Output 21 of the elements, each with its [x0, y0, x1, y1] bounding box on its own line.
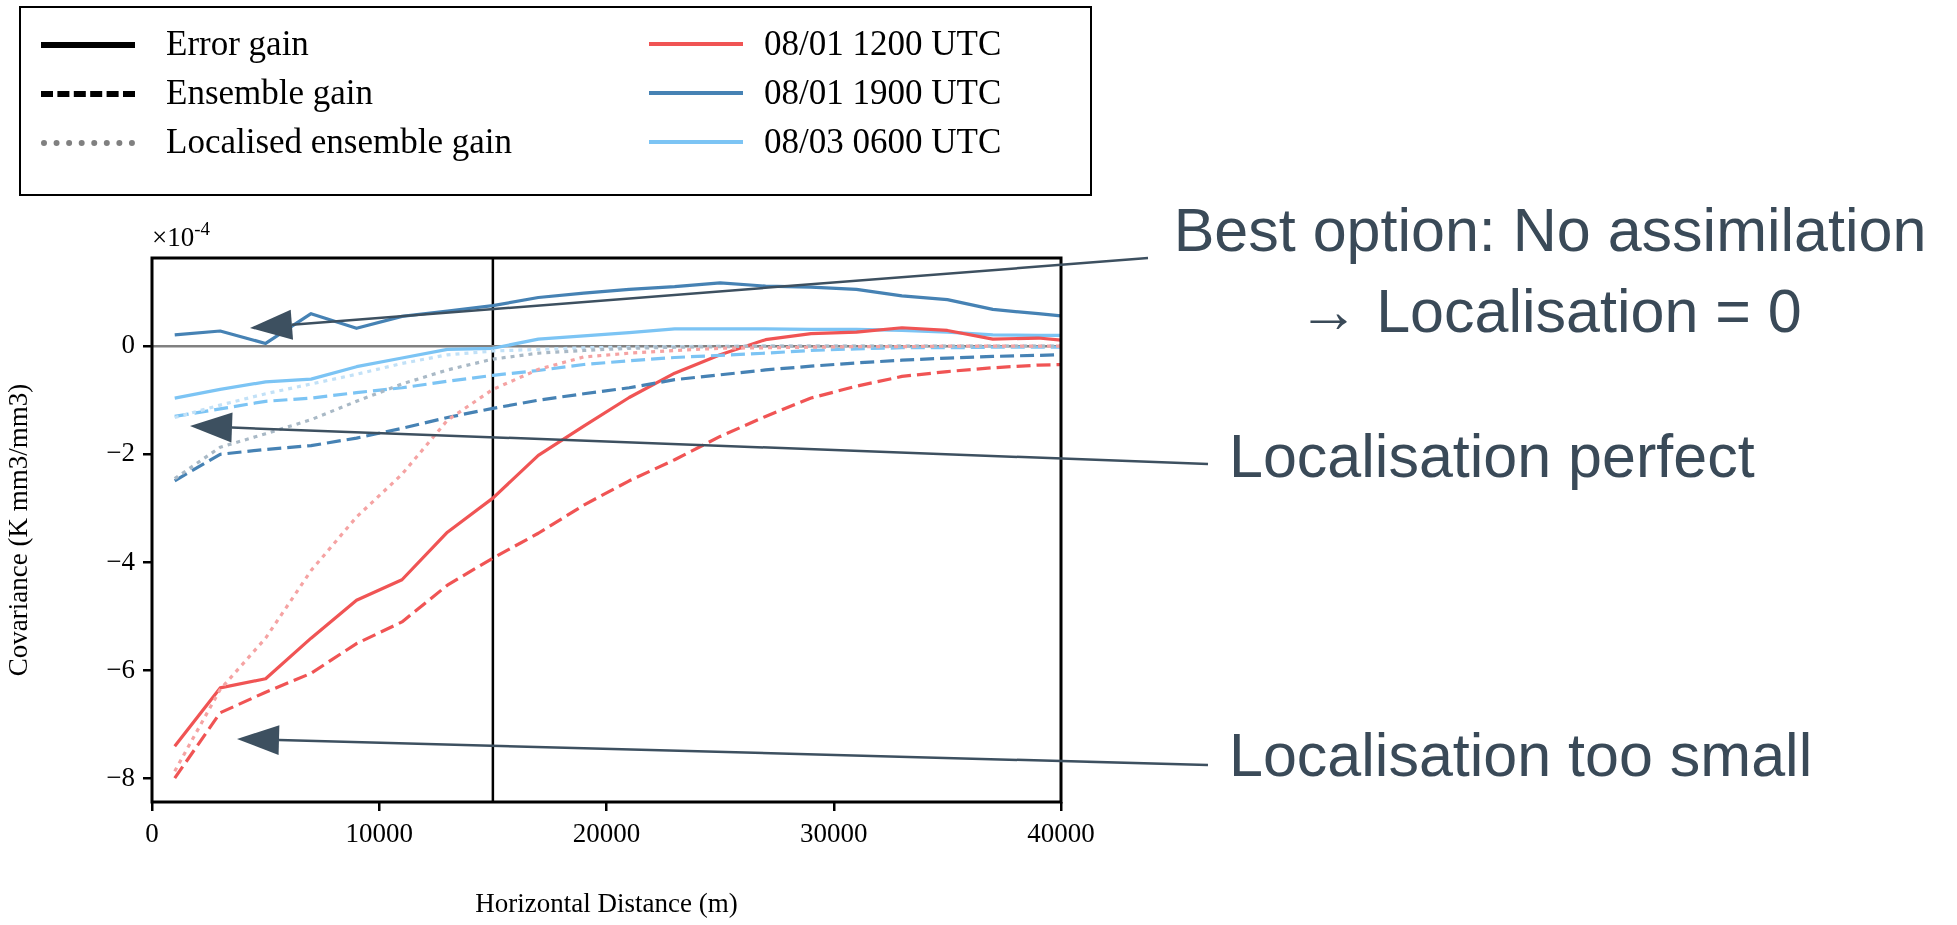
- y-axis-title: Covariance (K mm3/mm3): [3, 383, 34, 677]
- text: Localisation too small: [1229, 721, 1813, 789]
- text: Ensemble gain: [166, 72, 374, 114]
- y-tick-label: −8: [106, 761, 135, 792]
- x-tick-label: 40000: [1027, 818, 1095, 849]
- text: Error gain: [166, 23, 309, 65]
- legend-label: 08/01 1900 UTC: [764, 72, 1002, 114]
- y-tick-label: −6: [106, 653, 135, 684]
- x-axis-title: Horizontal Distance (m): [475, 887, 738, 918]
- y-tick-label: 0: [121, 329, 135, 360]
- y-tick-label: −2: [106, 437, 135, 468]
- x-tick-label: 30000: [800, 818, 868, 849]
- text: Localisation perfect: [1229, 422, 1755, 490]
- x-tick-label: 20000: [572, 818, 641, 849]
- y-tick-label: −4: [106, 545, 136, 576]
- legend-label: 08/03 0600 UTC: [764, 121, 1002, 163]
- text: Best option: No assimilation → Localisation = 0: [1173, 196, 1927, 345]
- legend-label: 08/01 1200 UTC: [764, 23, 1002, 65]
- x-tick-label: 10000: [345, 818, 413, 849]
- text: Localised ensemble gain: [166, 121, 512, 163]
- x-tick-label: 0: [145, 818, 159, 849]
